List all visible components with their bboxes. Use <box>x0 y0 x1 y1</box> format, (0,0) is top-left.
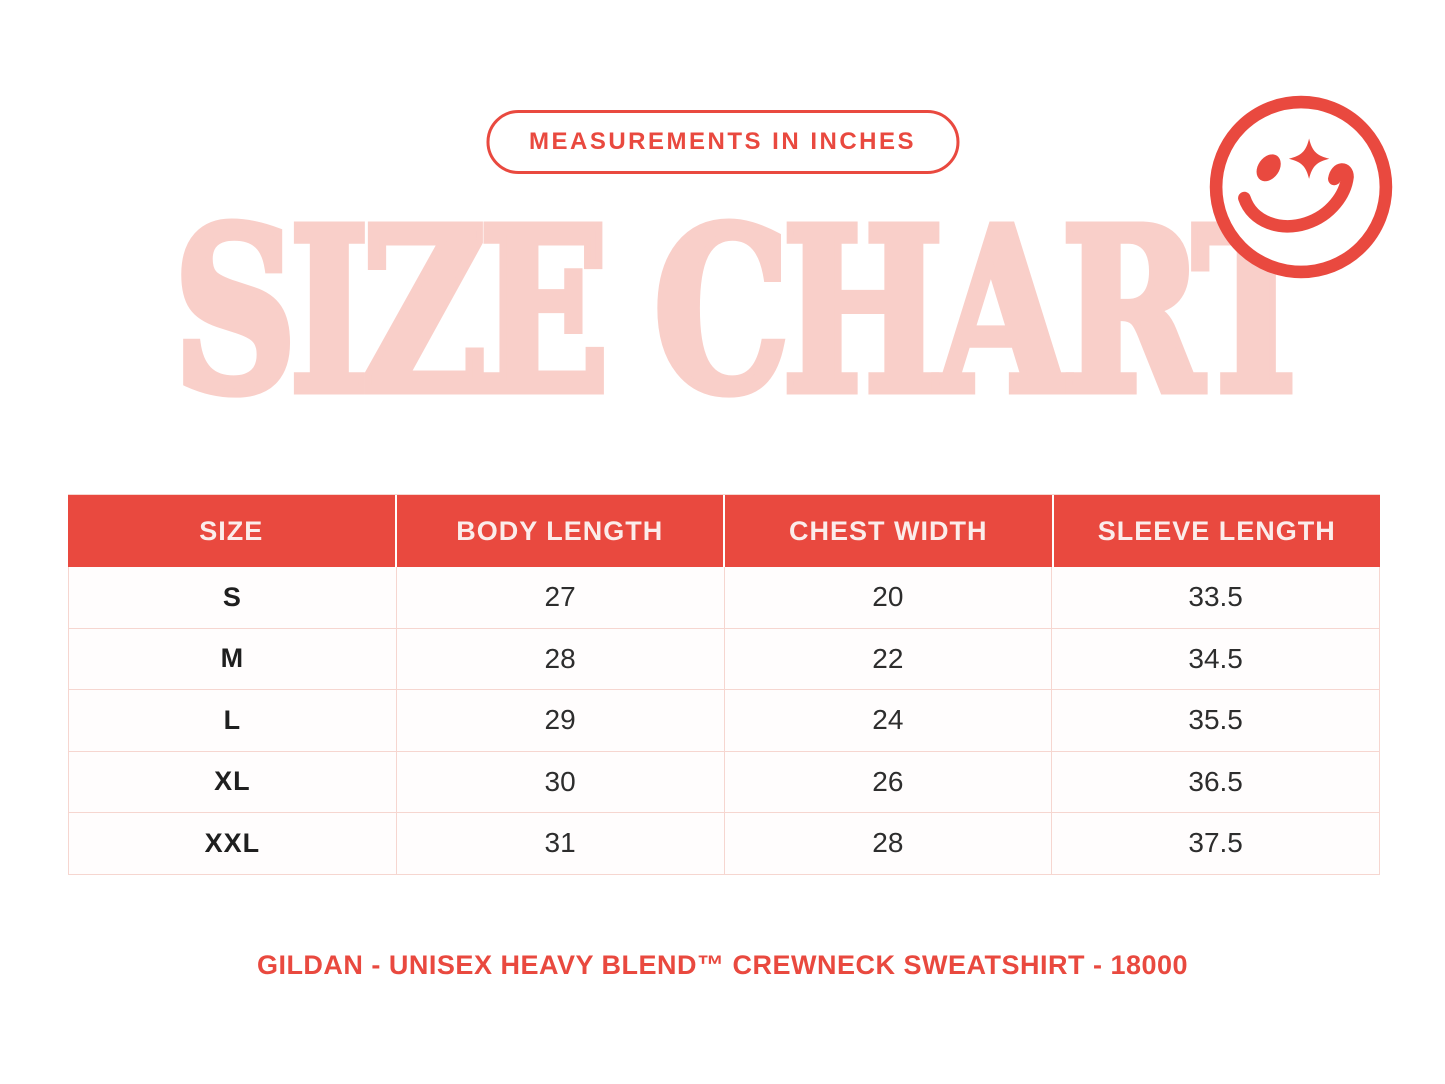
smiley-left-eye <box>1256 154 1281 182</box>
column-header-body-length: BODY LENGTH <box>397 495 725 567</box>
size-cell: XXL <box>69 813 397 874</box>
table-row: XXL 31 28 37.5 <box>69 813 1379 875</box>
product-name-label: GILDAN - UNISEX HEAVY BLEND™ CREWNECK SW… <box>256 950 1189 980</box>
size-chart-table: SIZE BODY LENGTH CHEST WIDTH SLEEVE LENG… <box>68 494 1380 875</box>
size-table-body: S 27 20 33.5 M 28 22 34.5 L 29 24 35.5 X… <box>68 567 1380 875</box>
size-cell: XL <box>69 751 397 812</box>
smiley-face-outline <box>1209 95 1393 279</box>
sleeve-length-cell: 37.5 <box>1188 827 1243 859</box>
sleeve-length-cell: 34.5 <box>1188 642 1243 674</box>
table-row: S 27 20 33.5 <box>69 567 1379 629</box>
sleeve-length-cell: 33.5 <box>1188 581 1243 613</box>
size-cell: L <box>69 690 397 751</box>
measurements-unit-label: MEASUREMENTS IN INCHES <box>528 128 917 155</box>
smiley-smile <box>1238 163 1354 233</box>
column-header-sleeve-length: SLEEVE LENGTH <box>1097 515 1336 546</box>
body-length-cell: 27 <box>397 567 725 628</box>
table-header-row: SIZE BODY LENGTH CHEST WIDTH SLEEVE LENG… <box>68 495 1380 567</box>
body-length-cell: 29 <box>397 690 725 751</box>
size-cell: M <box>69 628 397 689</box>
chest-width-cell: 28 <box>725 813 1053 874</box>
body-length-cell: 28 <box>397 628 725 689</box>
measurements-unit-badge: MEASUREMENTS IN INCHES <box>485 110 960 174</box>
chest-width-cell: 22 <box>725 628 1053 689</box>
table-row: L 29 24 35.5 <box>69 690 1379 752</box>
sleeve-length-cell: 36.5 <box>1188 765 1243 797</box>
sleeve-length-cell: 35.5 <box>1188 704 1243 736</box>
body-length-cell: 31 <box>397 813 725 874</box>
page-title: SIZE CHART <box>170 180 1323 444</box>
smiley-sparkle-eye <box>1288 138 1330 179</box>
column-header-chest-width: CHEST WIDTH <box>725 495 1054 567</box>
size-cell: S <box>69 567 397 628</box>
chest-width-cell: 20 <box>725 567 1053 628</box>
smiley-wink-sparkle-icon <box>1209 95 1393 279</box>
chest-width-cell: 26 <box>725 751 1053 812</box>
table-row: XL 30 26 36.5 <box>69 751 1379 813</box>
column-header-size: SIZE <box>68 495 397 567</box>
body-length-cell: 30 <box>397 751 725 812</box>
table-row: M 28 22 34.5 <box>69 628 1379 690</box>
chest-width-cell: 24 <box>725 690 1053 751</box>
